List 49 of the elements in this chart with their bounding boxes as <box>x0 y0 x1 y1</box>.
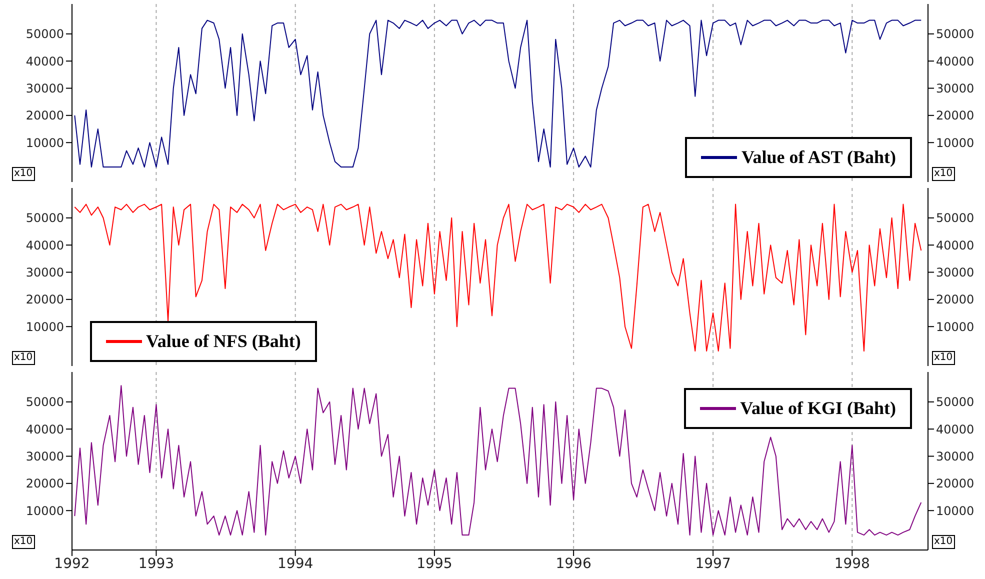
x-tick-label: 1995 <box>416 556 452 572</box>
x-tick-label: 1997 <box>695 556 731 572</box>
y-tick-label: 40000 <box>26 422 64 436</box>
y2-tick-label: 40000 <box>936 238 974 252</box>
legend-label: Value of AST (Baht) <box>741 147 896 168</box>
text: x10 <box>932 351 955 365</box>
y-tick-label: 10000 <box>26 136 64 150</box>
line-series <box>74 204 922 352</box>
text: x10 <box>12 167 35 181</box>
text: x10 <box>932 535 955 549</box>
legend-label: Value of NFS (Baht) <box>146 331 301 352</box>
y-tick-label: 50000 <box>26 211 64 226</box>
x-tick-label: 1992 <box>54 556 90 572</box>
y-tick-label: 50000 <box>26 27 64 42</box>
legend-label: Value of KGI (Baht) <box>740 398 896 419</box>
text: x10 <box>12 535 35 549</box>
y2-tick-label: 40000 <box>936 422 974 436</box>
y-tick-label: 50000 <box>26 395 64 410</box>
y2-tick-label: 50000 <box>936 395 974 410</box>
y2-tick-label: 10000 <box>936 136 974 150</box>
y-tick-label: 10000 <box>26 320 64 334</box>
y-tick-label: 40000 <box>26 54 64 68</box>
y-tick-label: 30000 <box>26 266 64 280</box>
y2-tick-label: 10000 <box>936 504 974 518</box>
x-tick-label: 1996 <box>556 556 592 572</box>
text: x10 <box>12 351 35 365</box>
y2-tick-label: 20000 <box>936 292 974 307</box>
y-tick-label: 20000 <box>26 292 64 307</box>
y-tick-label: 20000 <box>26 476 64 491</box>
y-tick-label: 40000 <box>26 238 64 252</box>
line-series <box>74 385 922 536</box>
x-tick-label: 1998 <box>834 556 870 572</box>
y-tick-label: 30000 <box>26 82 64 96</box>
y2-tick-label: 40000 <box>936 54 974 68</box>
y2-tick-label: 30000 <box>936 82 974 96</box>
text: x10 <box>932 167 955 181</box>
y2-tick-label: 50000 <box>936 211 974 226</box>
y2-tick-label: 20000 <box>936 476 974 491</box>
y-tick-label: 20000 <box>26 108 64 123</box>
x-tick-label: 1994 <box>278 556 314 572</box>
y2-tick-label: 30000 <box>936 450 974 464</box>
x-tick-label: 1993 <box>138 556 174 572</box>
line-series <box>74 20 922 168</box>
y-tick-label: 30000 <box>26 450 64 464</box>
y2-tick-label: 20000 <box>936 108 974 123</box>
y-tick-label: 10000 <box>26 504 64 518</box>
y2-tick-label: 10000 <box>936 320 974 334</box>
y2-tick-label: 50000 <box>936 27 974 42</box>
y2-tick-label: 30000 <box>936 266 974 280</box>
